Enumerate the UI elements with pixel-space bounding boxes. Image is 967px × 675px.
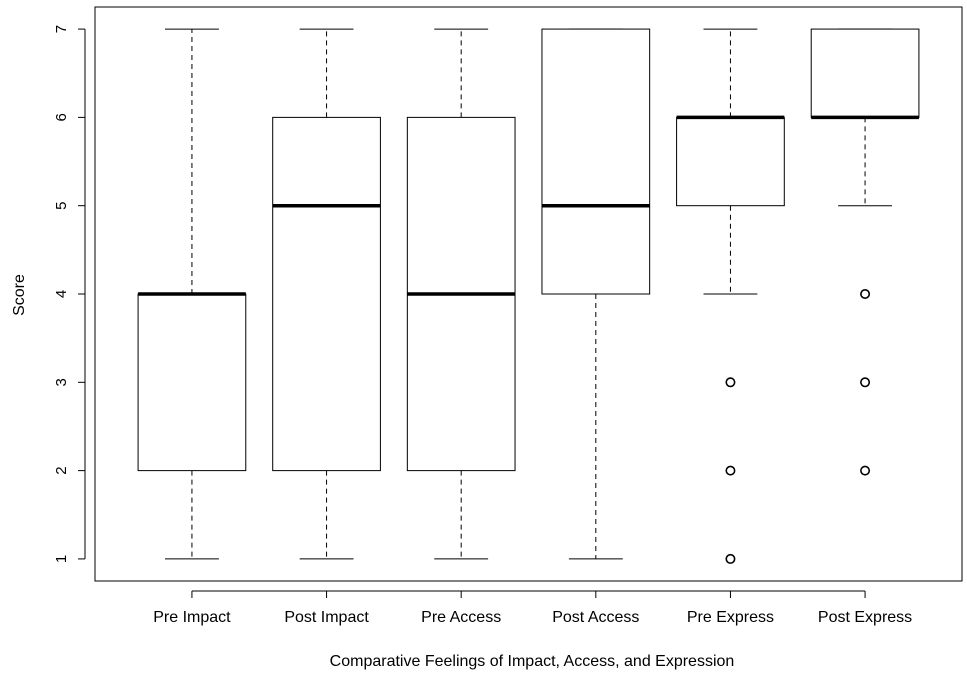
- y-tick-label: 7: [53, 25, 70, 33]
- x-axis-label: Comparative Feelings of Impact, Access, …: [330, 653, 735, 670]
- x-tick-label: Pre Express: [687, 609, 774, 626]
- box-5: [676, 28, 785, 564]
- outlier-point: [725, 377, 736, 388]
- iqr-box: [272, 116, 381, 472]
- outlier-point: [860, 288, 871, 299]
- x-tick-label: Pre Access: [421, 609, 501, 626]
- iqr-box: [810, 28, 920, 118]
- x-tick-label: Post Impact: [284, 609, 369, 626]
- box-2: [272, 28, 381, 560]
- x-tick-label: Post Access: [552, 609, 639, 626]
- outlier-point: [725, 553, 736, 564]
- iqr-box: [541, 28, 651, 295]
- y-tick-label: 4: [53, 290, 70, 298]
- y-tick-label: 5: [53, 202, 70, 210]
- outlier-point: [860, 377, 871, 388]
- iqr-box: [676, 116, 785, 207]
- x-tick-label: Pre Impact: [153, 609, 231, 626]
- box-6: [810, 28, 920, 476]
- iqr-box: [137, 293, 247, 472]
- y-tick-label: 2: [53, 466, 70, 474]
- boxes: [137, 28, 920, 564]
- y-tick-label: 3: [53, 378, 70, 386]
- plot-frame: [94, 6, 963, 582]
- outlier-point: [725, 465, 736, 476]
- x-axis: Pre Impact Post Impact Pre Access Post Acce…: [153, 590, 912, 626]
- outlier-point: [860, 465, 871, 476]
- box-1: [137, 28, 247, 560]
- y-tick-label: 1: [53, 555, 70, 563]
- box-4: [541, 28, 651, 560]
- y-axis-label: Score: [11, 274, 28, 316]
- y-axis: 1 2 3 4 5 6 7: [53, 25, 86, 563]
- x-tick-label: Post Express: [818, 609, 912, 626]
- y-tick-label: 6: [53, 113, 70, 121]
- box-3: [406, 28, 516, 560]
